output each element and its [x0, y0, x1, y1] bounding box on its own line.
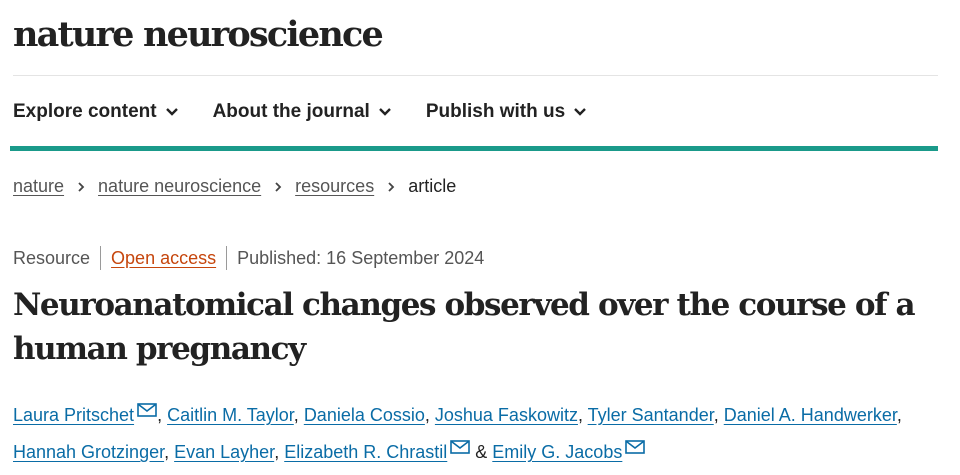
- author-separator: ,: [896, 405, 902, 425]
- author-separator: ,: [164, 442, 175, 462]
- author-separator: ,: [274, 442, 285, 462]
- meta-divider: [226, 246, 228, 270]
- author-link[interactable]: Hannah Grotzinger: [13, 442, 165, 462]
- header-divider: [13, 75, 938, 76]
- author-separator: ,: [424, 405, 435, 425]
- chevron-right-icon: [275, 181, 282, 192]
- nav-item-label: Explore content: [13, 101, 157, 122]
- author-link[interactable]: Caitlin M. Taylor: [167, 405, 294, 425]
- nav-about-the-journal[interactable]: About the journal: [213, 101, 392, 123]
- mail-icon[interactable]: [450, 440, 471, 454]
- chevron-down-icon: [165, 108, 178, 116]
- author-separator: ,: [577, 405, 588, 425]
- author-link[interactable]: Tyler Santander: [587, 405, 714, 425]
- nav-explore-content[interactable]: Explore content: [13, 101, 179, 123]
- mail-icon[interactable]: [625, 440, 646, 454]
- breadcrumb: nature nature neuroscience resources art…: [13, 176, 456, 197]
- author-separator: ,: [157, 405, 168, 425]
- author-list: Laura Pritschet, Caitlin M. Taylor, Dani…: [13, 397, 948, 471]
- site-logo-title[interactable]: nature neuroscience: [13, 14, 384, 55]
- article-meta: Resource Open access Published: 16 Septe…: [13, 246, 484, 270]
- chevron-right-icon: [388, 181, 395, 192]
- main-nav: Explore content About the journal Publis…: [13, 98, 621, 126]
- breadcrumb-item-nature-neuroscience[interactable]: nature neuroscience: [98, 176, 262, 196]
- article-type: Resource: [13, 247, 91, 268]
- mail-icon[interactable]: [137, 403, 157, 417]
- breadcrumb-current: article: [408, 176, 457, 196]
- author-link[interactable]: Elizabeth R. Chrastil: [284, 442, 448, 462]
- nav-publish-with-us[interactable]: Publish with us: [426, 101, 587, 123]
- breadcrumb-item-resources[interactable]: resources: [295, 176, 375, 196]
- open-access-link[interactable]: Open access: [111, 247, 217, 268]
- published-date: Published: 16 September 2024: [237, 247, 485, 268]
- nav-accent-rule: [10, 146, 938, 151]
- author-link[interactable]: Daniel A. Handwerker: [723, 405, 897, 425]
- author-link[interactable]: Evan Layher: [174, 442, 275, 462]
- author-separator: ,: [713, 405, 724, 425]
- chevron-right-icon: [78, 181, 85, 192]
- meta-divider: [100, 246, 102, 270]
- chevron-down-icon: [574, 108, 587, 116]
- author-link[interactable]: Emily G. Jacobs: [492, 442, 623, 462]
- author-link[interactable]: Daniela Cossio: [303, 405, 425, 425]
- author-separator: &: [470, 442, 493, 462]
- author-link[interactable]: Laura Pritschet: [13, 405, 135, 425]
- author-separator: ,: [293, 405, 304, 425]
- nav-item-label: About the journal: [212, 101, 370, 122]
- nav-item-label: Publish with us: [425, 101, 566, 122]
- breadcrumb-item-nature[interactable]: nature: [13, 176, 65, 196]
- chevron-down-icon: [378, 108, 391, 116]
- article-title: Neuroanatomical changes observed over th…: [13, 287, 916, 367]
- author-link[interactable]: Joshua Faskowitz: [434, 405, 578, 425]
